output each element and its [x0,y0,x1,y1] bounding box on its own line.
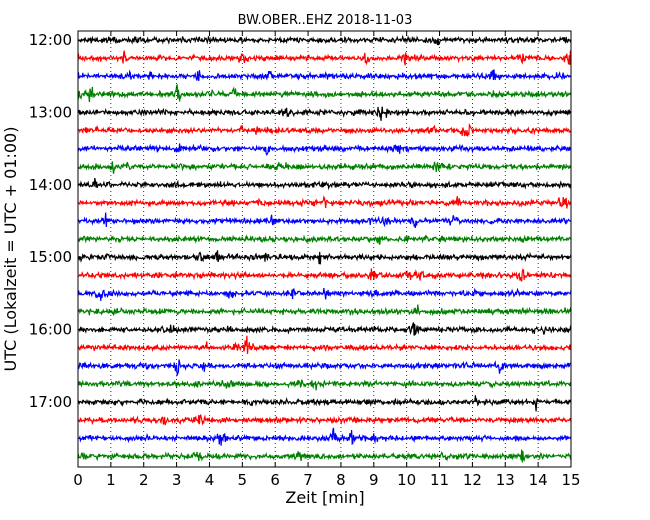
grid-lines [110,31,539,467]
y-tick-label: 17:00 [29,393,72,411]
trace-1 [77,50,572,66]
trace-8 [77,177,572,191]
y-axis: 12:00 13:00 14:00 15:00 16:00 17:00 [29,31,571,411]
x-tick-label: 0 [73,471,83,489]
x-tick-label: 6 [270,471,280,489]
trace-9 [77,195,572,209]
trace-23 [77,449,572,463]
x-axis-label: Zeit [min] [285,488,364,507]
trace-10 [77,212,572,229]
trace-14 [77,287,572,301]
plot-frame [77,30,572,468]
y-tick-label: 13:00 [29,103,72,121]
trace-6 [77,143,572,156]
x-tick-label: 12 [463,471,482,489]
y-tick-label: 15:00 [29,248,72,266]
x-tick-label: 3 [172,471,182,489]
chart-title: BW.OBER..EHZ 2018-11-03 [238,13,413,28]
trace-7 [77,161,572,174]
trace-18 [77,359,572,378]
x-tick-label: 9 [369,471,379,489]
x-tick-label: 7 [303,471,313,489]
x-tick-label: 15 [561,471,580,489]
trace-16 [77,322,572,336]
trace-3 [77,84,572,103]
trace-20 [77,395,572,412]
x-tick-label: 8 [336,471,346,489]
x-tick-label: 4 [205,471,215,489]
trace-2 [77,69,572,82]
trace-5 [77,122,572,137]
x-tick-label: 11 [430,471,449,489]
y-axis-label: UTC (Lokalzeit = UTC + 01:00) [1,127,20,372]
trace-19 [77,379,572,391]
trace-21 [77,414,572,426]
y-tick-label: 16:00 [29,321,72,339]
y-tick-label: 12:00 [29,31,72,49]
traces-group [77,34,572,463]
x-tick-label: 13 [496,471,515,489]
x-tick-label: 14 [529,471,548,489]
x-tick-label: 5 [238,471,248,489]
trace-22 [77,427,572,446]
trace-17 [77,335,572,354]
trace-12 [77,250,572,265]
x-tick-label: 10 [397,471,416,489]
trace-0 [77,34,572,46]
trace-11 [77,234,572,245]
trace-15 [77,304,572,317]
trace-13 [78,268,572,282]
y-tick-label: 14:00 [29,176,72,194]
trace-4 [77,106,572,121]
x-axis: 0 1 2 3 4 5 6 7 8 9 10 11 12 13 14 15 [73,31,581,489]
x-tick-label: 2 [139,471,149,489]
x-tick-label: 1 [106,471,116,489]
